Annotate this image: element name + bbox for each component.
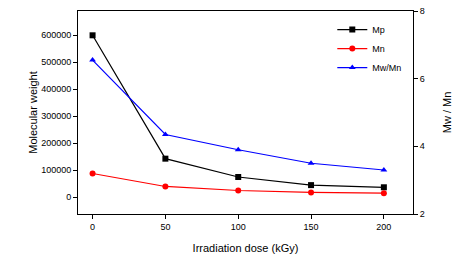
svg-text:Mp: Mp: [372, 25, 385, 35]
svg-text:Molecular weight: Molecular weight: [27, 71, 39, 154]
svg-text:50: 50: [160, 222, 170, 232]
svg-text:6: 6: [420, 74, 425, 84]
svg-text:100: 100: [231, 222, 246, 232]
svg-text:Mw/Mn: Mw/Mn: [372, 63, 401, 73]
svg-text:Irradiation dose (kGy): Irradiation dose (kGy): [193, 242, 299, 254]
svg-text:4: 4: [420, 141, 425, 151]
svg-text:500000: 500000: [41, 57, 71, 67]
svg-text:600000: 600000: [41, 30, 71, 40]
svg-text:100000: 100000: [41, 165, 71, 175]
svg-text:200: 200: [376, 222, 391, 232]
svg-text:Mn: Mn: [372, 44, 385, 54]
svg-text:400000: 400000: [41, 84, 71, 94]
svg-text:0: 0: [66, 192, 71, 202]
svg-text:200000: 200000: [41, 138, 71, 148]
svg-text:2: 2: [420, 209, 425, 219]
svg-text:0: 0: [90, 222, 95, 232]
svg-text:150: 150: [304, 222, 319, 232]
svg-text:8: 8: [420, 6, 425, 16]
svg-text:Mw / Mn: Mw / Mn: [441, 92, 453, 134]
svg-text:300000: 300000: [41, 111, 71, 121]
